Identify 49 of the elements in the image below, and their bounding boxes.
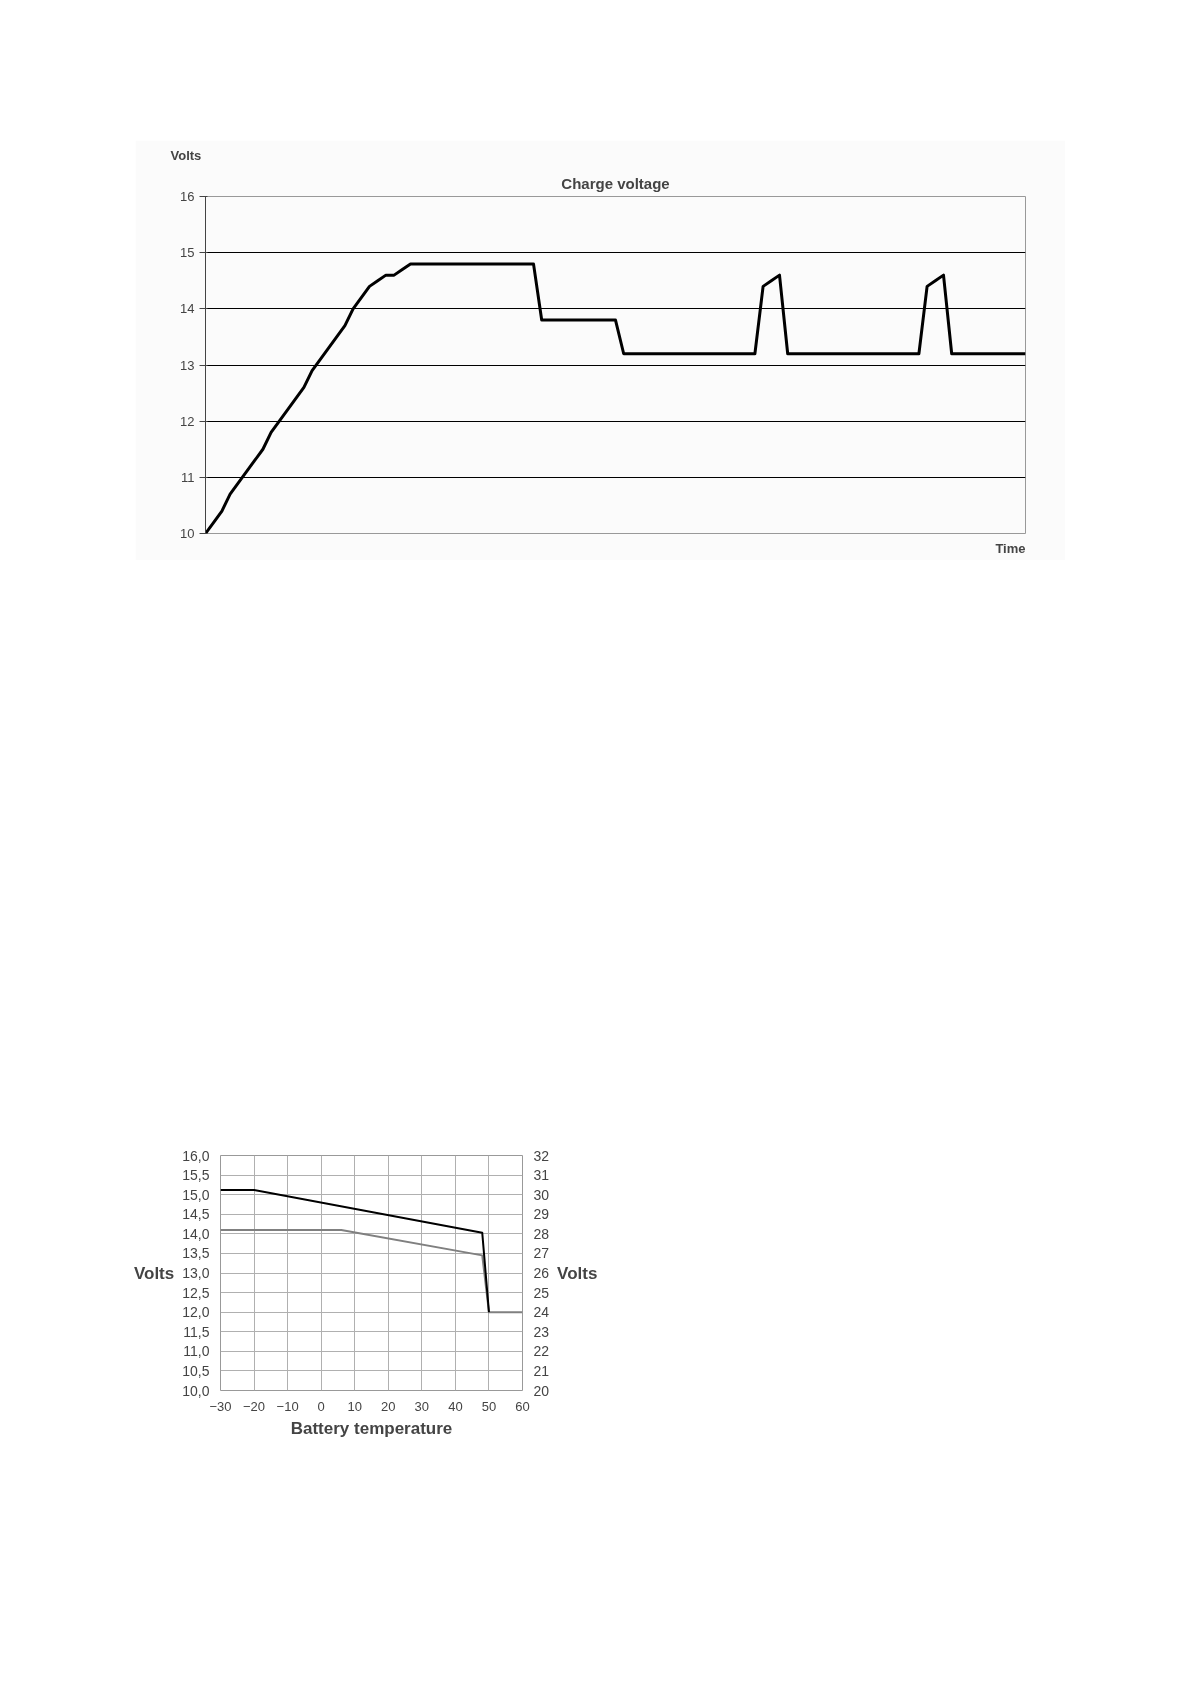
x-tick-label: −20	[243, 1398, 266, 1414]
y2-tick-label: 30	[533, 1186, 550, 1203]
x-tick-label: −10	[276, 1398, 299, 1414]
y2-tick-label: 25	[533, 1284, 550, 1301]
x-tick-label: 40	[448, 1398, 463, 1414]
y2-tick-label: 20	[533, 1382, 550, 1399]
y-tick-label: 11,0	[183, 1343, 210, 1360]
y-tick-label: 12	[180, 413, 195, 429]
y-tick-label: 11	[181, 469, 195, 485]
y-tick-label: 13,0	[182, 1265, 210, 1281]
y-tick-label: 14,0	[182, 1225, 210, 1242]
y-tick-label: 11,5	[183, 1323, 210, 1340]
y-tick-label: 16,0	[182, 1147, 210, 1164]
y-axis-title: Volts	[170, 147, 202, 163]
y-tick-label: 14,5	[182, 1206, 210, 1223]
x-tick-label: 50	[481, 1398, 497, 1414]
y-tick-label: 12,0	[182, 1304, 210, 1321]
y-tick-label: 10	[180, 526, 195, 541]
y2-tick-label: 32	[533, 1147, 550, 1164]
y2-tick-label: 22	[533, 1343, 550, 1360]
y2-tick-label: 27	[533, 1245, 550, 1262]
y2-tick-label: 21	[533, 1362, 550, 1379]
y2-axis-title: Volts	[557, 1263, 598, 1283]
y2-tick-label: 28	[533, 1225, 550, 1242]
y2-tick-label: 23	[533, 1323, 550, 1340]
x-axis-title: Battery temperature	[290, 1418, 453, 1438]
x-axis-title: Time	[995, 540, 1026, 556]
x-tick-label: 20	[381, 1398, 396, 1414]
x-tick-label: 60	[515, 1398, 530, 1414]
y-tick-label: 15	[180, 245, 195, 261]
y2-tick-label: 31	[533, 1167, 550, 1184]
y-tick-label: 16	[180, 189, 195, 204]
y-tick-label: 14	[180, 301, 195, 317]
y2-tick-label: 24	[533, 1304, 550, 1321]
y-tick-label: 15,5	[182, 1167, 210, 1184]
y2-tick-label: 29	[533, 1206, 550, 1223]
y-tick-label: 12,5	[182, 1284, 210, 1301]
y-tick-label: 10,5	[182, 1362, 210, 1379]
x-tick-label: 10	[347, 1398, 362, 1414]
x-tick-label: −30	[209, 1398, 232, 1414]
chart-title: Charge voltage	[561, 174, 670, 192]
y-tick-label: 13	[180, 357, 195, 373]
y2-tick-label: 26	[533, 1265, 550, 1281]
x-tick-label: 0	[317, 1398, 325, 1414]
x-tick-label: 30	[414, 1398, 430, 1414]
y-tick-label: 15,0	[182, 1186, 210, 1203]
y-tick-label: 13,5	[182, 1245, 210, 1262]
y-tick-label: 10,0	[182, 1382, 210, 1399]
y-axis-title: Volts	[133, 1263, 175, 1283]
